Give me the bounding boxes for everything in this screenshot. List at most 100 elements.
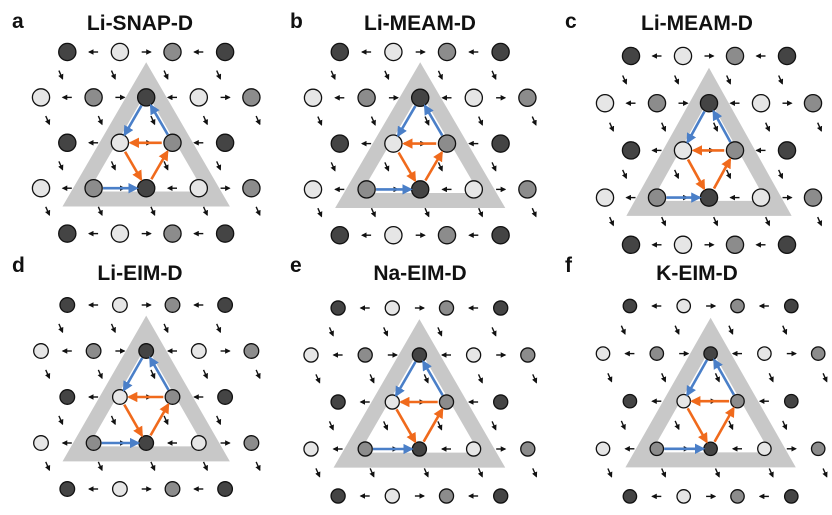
displacement-arrow [110,161,116,171]
displacement-arrow [384,162,390,172]
displacement-arrow [620,325,626,335]
atom [676,298,692,314]
atom [111,389,128,405]
displacement-arrow [764,122,771,132]
displacement-arrow [491,421,497,431]
displacement-arrow [437,162,443,172]
atom [518,88,537,108]
orange-arrow [123,403,143,438]
displacement-arrow [764,216,771,227]
displacement-arrow [532,468,538,478]
orange-arrow [397,151,417,183]
atom [757,441,772,457]
atom [31,88,51,107]
atom [303,347,319,363]
atom [783,298,799,314]
displacement-arrow [255,206,261,217]
atom [464,88,484,108]
atom [783,393,799,409]
atom [164,389,181,405]
displacement-arrow [370,116,376,126]
atom [751,93,771,113]
displacement-arrow [215,415,222,426]
displacement-arrow [97,115,103,126]
displacement-arrow [822,468,828,478]
atom [111,297,128,313]
atom [465,441,482,457]
atom [303,441,319,457]
atom [163,42,182,62]
atom [357,441,373,457]
displacement-arrow [608,122,615,132]
panel-letter: c [565,10,577,33]
displacement-arrow [608,216,615,227]
atom [622,298,638,314]
orange-arrow [123,151,143,182]
panel-d: d Li-EIM-D [12,254,261,497]
atom [676,489,692,504]
displacement-arrow [163,415,169,426]
atom [190,343,207,359]
atom [730,298,745,314]
displacement-arrow [110,415,116,426]
displacement-arrow [477,207,484,218]
displacement-arrow [477,468,483,478]
atom [730,489,745,504]
atom [163,224,182,243]
atom [649,441,665,457]
atom [217,297,234,313]
atom [164,481,181,497]
atom [438,394,455,410]
blue-arrow [686,359,709,397]
displacement-arrow [45,115,51,126]
panel-letter: b [290,10,303,33]
displacement-arrow [816,216,823,227]
atom [330,394,346,410]
displacement-arrow [163,70,169,80]
atom [58,133,77,153]
atom [622,489,638,504]
atom [595,441,611,457]
displacement-arrow [491,162,497,172]
displacement-arrow [255,369,261,380]
blue-arrow [395,361,417,398]
atom [110,224,130,243]
atom [242,178,261,198]
atom [676,393,692,409]
triangle-outline [625,317,796,468]
blue-arrow [149,103,169,136]
displacement-arrow [369,374,375,384]
displacement-arrow [674,325,680,335]
atom [649,346,665,361]
displacement-arrow [607,468,613,478]
atom [730,393,745,409]
atom [437,225,457,245]
displacement-arrow [330,162,336,172]
atom [464,180,484,199]
displacement-arrow [621,169,628,180]
atom [777,46,797,66]
displacement-arrow [150,206,156,217]
orange-arrow [395,408,417,444]
atom [110,42,130,62]
displacement-arrow [768,468,774,478]
atom [357,180,376,199]
displacement-arrow [437,421,443,431]
displacement-arrow [532,374,538,384]
orange-arrow [686,158,706,191]
atom [520,347,536,363]
atom [59,389,76,405]
atom [84,88,103,107]
atom [33,343,49,359]
displacement-arrow [777,75,784,85]
displacement-arrow [45,369,51,380]
orange-arrow [149,402,170,437]
displacement-arrow [660,373,667,383]
displacement-arrow [382,421,389,431]
atom [437,42,457,62]
atom [699,93,719,113]
atom [215,133,235,153]
displacement-arrow [477,116,484,126]
blue-arrow [149,356,170,391]
